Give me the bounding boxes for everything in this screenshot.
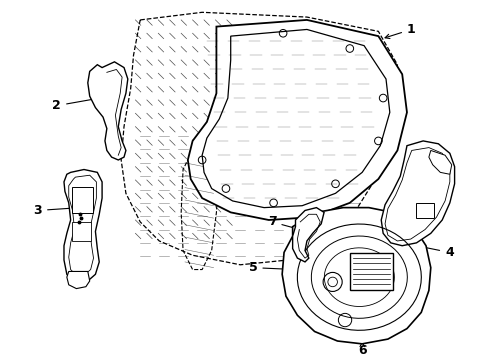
Polygon shape	[429, 150, 452, 174]
Text: 7: 7	[268, 215, 303, 231]
Text: 3: 3	[33, 204, 76, 217]
Polygon shape	[293, 208, 324, 262]
Text: 6: 6	[358, 341, 367, 357]
Polygon shape	[67, 271, 90, 289]
Text: 4: 4	[420, 245, 454, 259]
Polygon shape	[88, 62, 128, 160]
Bar	[72, 186, 93, 213]
Bar	[72, 222, 91, 241]
Polygon shape	[64, 170, 102, 282]
Polygon shape	[188, 20, 407, 220]
Polygon shape	[381, 141, 455, 246]
Bar	[350, 253, 392, 289]
Polygon shape	[311, 236, 407, 318]
Polygon shape	[282, 208, 431, 344]
Polygon shape	[202, 30, 390, 208]
Text: 1: 1	[385, 23, 416, 39]
Text: 5: 5	[248, 261, 292, 274]
Bar	[416, 203, 434, 218]
Text: 2: 2	[52, 95, 107, 112]
Polygon shape	[121, 12, 397, 265]
